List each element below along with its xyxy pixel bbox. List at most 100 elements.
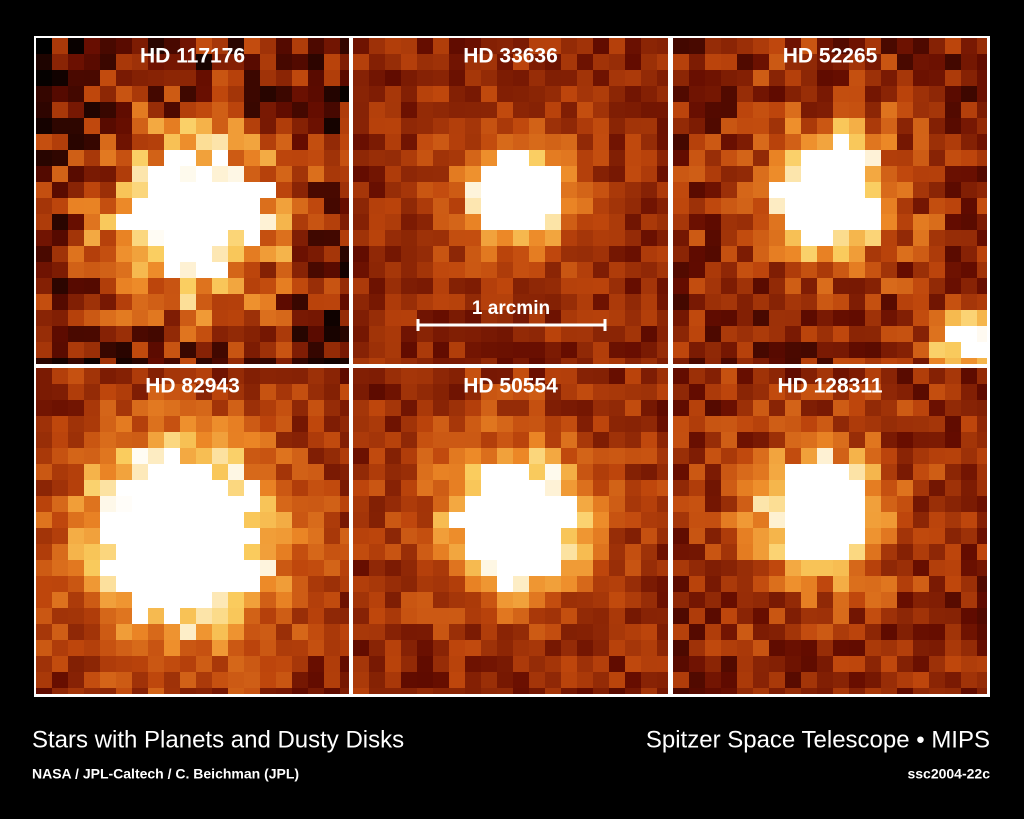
pixel: [865, 432, 881, 448]
pixel: [276, 624, 292, 640]
pixel: [497, 384, 513, 400]
pixel: [657, 672, 668, 688]
pixel: [401, 358, 417, 364]
pixel: [385, 480, 401, 496]
pixel: [961, 688, 977, 694]
pixel: [817, 230, 833, 246]
pixel: [497, 624, 513, 640]
pixel: [561, 432, 577, 448]
pixel: [401, 624, 417, 640]
pixel: [132, 182, 148, 198]
pixel: [369, 672, 385, 688]
pixel: [292, 102, 308, 118]
pixel: [641, 592, 657, 608]
pixel: [401, 134, 417, 150]
pixel: [308, 480, 324, 496]
pixel: [292, 640, 308, 656]
pixel: [260, 416, 276, 432]
pixel: [417, 278, 433, 294]
pixel: [244, 294, 260, 310]
pixel: [513, 278, 529, 294]
pixel: [36, 166, 52, 182]
pixel: [961, 480, 977, 496]
pixel: [196, 102, 212, 118]
pixel: [721, 672, 737, 688]
pixel: [116, 464, 132, 480]
pixel: [497, 512, 513, 528]
pixel: [785, 326, 801, 342]
pixel: [212, 512, 228, 528]
pixel: [116, 640, 132, 656]
pixel: [433, 86, 449, 102]
pixel: [385, 134, 401, 150]
pixel: [737, 400, 753, 416]
pixel: [401, 528, 417, 544]
pixel: [497, 358, 513, 364]
pixel: [116, 448, 132, 464]
pixel: [497, 134, 513, 150]
pixel: [625, 326, 641, 342]
pixel: [68, 512, 84, 528]
pixel: [417, 384, 433, 400]
pixel: [977, 448, 987, 464]
pixel: [417, 294, 433, 310]
pixel: [481, 278, 497, 294]
pixel: [353, 182, 369, 198]
pixel: [513, 656, 529, 672]
pixel: [657, 198, 668, 214]
pixel: [52, 54, 68, 70]
pixel: [212, 134, 228, 150]
pixel: [212, 496, 228, 512]
pixel: [865, 688, 881, 694]
pixel: [433, 576, 449, 592]
pixel: [689, 54, 705, 70]
pixel: [260, 496, 276, 512]
pixel: [68, 560, 84, 576]
pixel: [84, 464, 100, 480]
pixel: [276, 512, 292, 528]
pixel: [561, 544, 577, 560]
pixel: [705, 480, 721, 496]
pixel: [913, 294, 929, 310]
pixel: [753, 102, 769, 118]
pixel: [817, 368, 833, 384]
pixel: [721, 310, 737, 326]
pixel: [324, 576, 340, 592]
pixel: [609, 384, 625, 400]
pixel: [164, 576, 180, 592]
pixel: [721, 448, 737, 464]
pixel: [340, 262, 349, 278]
pixel: [353, 608, 369, 624]
pixel: [132, 640, 148, 656]
pixel: [785, 246, 801, 262]
pixel: [148, 214, 164, 230]
pixel: [817, 592, 833, 608]
pixel: [913, 358, 929, 364]
pixel: [625, 70, 641, 86]
pixel: [689, 262, 705, 278]
pixel: [260, 150, 276, 166]
pixel: [36, 384, 52, 400]
pixel: [769, 688, 785, 694]
pixel: [385, 432, 401, 448]
pixel: [324, 342, 340, 358]
pixel: [401, 496, 417, 512]
pixel: [593, 448, 609, 464]
pixel: [324, 688, 340, 694]
pixel: [705, 54, 721, 70]
pixel: [385, 688, 401, 694]
pixel: [385, 262, 401, 278]
pixel: [961, 496, 977, 512]
pixel: [849, 528, 865, 544]
pixel: [353, 150, 369, 166]
pixel: [84, 294, 100, 310]
pixel: [497, 448, 513, 464]
pixel: [897, 512, 913, 528]
pixel: [385, 400, 401, 416]
pixel: [449, 134, 465, 150]
pixel: [865, 246, 881, 262]
pixel: [913, 688, 929, 694]
pixel: [801, 576, 817, 592]
pixel: [36, 262, 52, 278]
pixel: [833, 576, 849, 592]
